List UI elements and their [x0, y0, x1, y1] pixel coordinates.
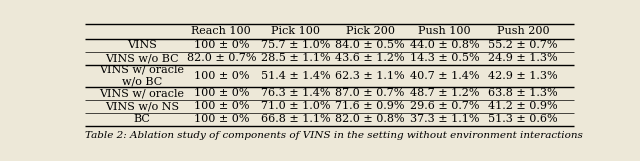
Text: 100 ± 0%: 100 ± 0% — [194, 71, 249, 81]
Text: 42.9 ± 1.3%: 42.9 ± 1.3% — [488, 71, 557, 81]
Text: 40.7 ± 1.4%: 40.7 ± 1.4% — [410, 71, 479, 81]
Text: Pick 100: Pick 100 — [271, 26, 320, 36]
Text: VINS w/ oracle
w/o BC: VINS w/ oracle w/o BC — [99, 65, 184, 86]
Text: VINS w/o NS: VINS w/o NS — [105, 101, 179, 111]
Text: 51.4 ± 1.4%: 51.4 ± 1.4% — [261, 71, 331, 81]
Text: 55.2 ± 0.7%: 55.2 ± 0.7% — [488, 40, 557, 50]
Text: 37.3 ± 1.1%: 37.3 ± 1.1% — [410, 114, 479, 124]
Text: Pick 200: Pick 200 — [346, 26, 395, 36]
Text: 100 ± 0%: 100 ± 0% — [194, 88, 249, 98]
Text: 29.6 ± 0.7%: 29.6 ± 0.7% — [410, 101, 479, 111]
Text: Push 200: Push 200 — [497, 26, 549, 36]
Text: 63.8 ± 1.3%: 63.8 ± 1.3% — [488, 88, 557, 98]
Text: 76.3 ± 1.4%: 76.3 ± 1.4% — [261, 88, 330, 98]
Text: 82.0 ± 0.8%: 82.0 ± 0.8% — [335, 114, 405, 124]
Text: 66.8 ± 1.1%: 66.8 ± 1.1% — [261, 114, 331, 124]
Text: 51.3 ± 0.6%: 51.3 ± 0.6% — [488, 114, 557, 124]
Text: 28.5 ± 1.1%: 28.5 ± 1.1% — [261, 53, 331, 63]
Text: 24.9 ± 1.3%: 24.9 ± 1.3% — [488, 53, 557, 63]
Text: 41.2 ± 0.9%: 41.2 ± 0.9% — [488, 101, 557, 111]
Text: 75.7 ± 1.0%: 75.7 ± 1.0% — [261, 40, 330, 50]
Text: BC: BC — [134, 114, 150, 124]
Text: VINS w/ oracle: VINS w/ oracle — [99, 88, 184, 98]
Text: Push 100: Push 100 — [419, 26, 471, 36]
Text: 82.0 ± 0.7%: 82.0 ± 0.7% — [187, 53, 256, 63]
Text: 71.6 ± 0.9%: 71.6 ± 0.9% — [335, 101, 405, 111]
Text: 62.3 ± 1.1%: 62.3 ± 1.1% — [335, 71, 405, 81]
Text: 14.3 ± 0.5%: 14.3 ± 0.5% — [410, 53, 479, 63]
Text: 100 ± 0%: 100 ± 0% — [194, 40, 249, 50]
Text: 100 ± 0%: 100 ± 0% — [194, 114, 249, 124]
Text: 71.0 ± 1.0%: 71.0 ± 1.0% — [261, 101, 330, 111]
Text: 48.7 ± 1.2%: 48.7 ± 1.2% — [410, 88, 479, 98]
Text: 43.6 ± 1.2%: 43.6 ± 1.2% — [335, 53, 405, 63]
Text: 87.0 ± 0.7%: 87.0 ± 0.7% — [335, 88, 405, 98]
Text: Table 2: Ablation study of components of VINS in the setting without environment: Table 2: Ablation study of components of… — [85, 131, 583, 140]
Text: VINS w/o BC: VINS w/o BC — [105, 53, 179, 63]
Text: 84.0 ± 0.5%: 84.0 ± 0.5% — [335, 40, 405, 50]
Text: Reach 100: Reach 100 — [191, 26, 252, 36]
Text: 100 ± 0%: 100 ± 0% — [194, 101, 249, 111]
Text: 44.0 ± 0.8%: 44.0 ± 0.8% — [410, 40, 479, 50]
Text: VINS: VINS — [127, 40, 157, 50]
